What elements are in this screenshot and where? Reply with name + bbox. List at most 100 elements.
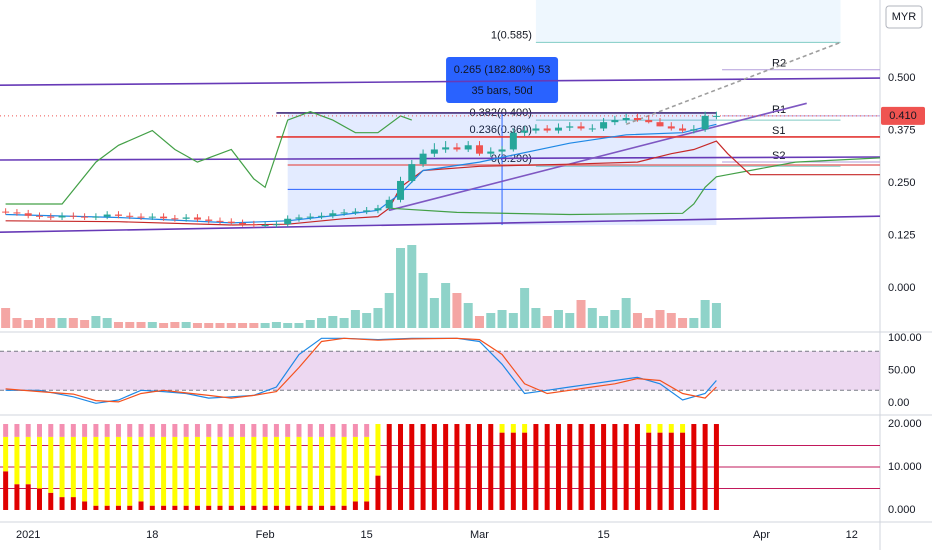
- candle-body: [656, 122, 664, 127]
- stack-segment: [273, 436, 279, 506]
- y-tick-label: 10.000: [888, 461, 922, 473]
- y-tick-label: 0.00: [888, 397, 909, 409]
- volume-bar: [159, 323, 169, 328]
- stack-segment: [307, 436, 313, 506]
- candle-body: [239, 222, 247, 225]
- stack-segment: [240, 436, 246, 506]
- stack-segment: [3, 436, 9, 472]
- volume-bar: [463, 303, 473, 328]
- stack-segment: [589, 424, 595, 510]
- volume-bar: [632, 313, 642, 328]
- stack-segment: [646, 424, 652, 433]
- candle-body: [103, 214, 111, 217]
- stack-segment: [104, 436, 110, 506]
- volume-bar: [576, 300, 586, 328]
- stack-segment: [36, 424, 42, 437]
- stack-segment: [138, 436, 144, 502]
- candle-body: [475, 145, 483, 154]
- y-tick-label: 0.250: [888, 177, 916, 189]
- stack-segment: [70, 497, 76, 510]
- volume-bar: [1, 308, 11, 328]
- currency[interactable]: MYR: [892, 11, 917, 23]
- stack-segment: [127, 424, 133, 437]
- stack-segment: [398, 424, 404, 510]
- stack-segment: [296, 424, 302, 437]
- stack-segment: [172, 505, 178, 510]
- stack-segment: [161, 424, 167, 437]
- candle-body: [58, 215, 66, 218]
- stack-segment: [206, 505, 212, 510]
- pivot-label: S1: [772, 125, 785, 137]
- volume-bar: [226, 323, 236, 328]
- last-price-box: [881, 106, 925, 125]
- candle-body: [329, 213, 337, 216]
- volume-bar: [147, 322, 157, 328]
- candle-body: [351, 211, 359, 213]
- stack-segment: [194, 424, 200, 437]
- x-tick-label: 15: [597, 529, 609, 541]
- stack-segment: [522, 432, 528, 510]
- candle-body: [464, 145, 472, 150]
- y-tick-label: 0.375: [888, 124, 916, 136]
- stack-segment: [307, 424, 313, 437]
- volume-bar: [531, 308, 541, 328]
- y-tick-label: 100.00: [888, 332, 922, 344]
- stack-segment: [25, 484, 31, 510]
- stack-segment: [251, 424, 257, 437]
- indicator-pane: [0, 424, 880, 510]
- stack-segment: [668, 424, 674, 433]
- pivot-label: S2: [772, 150, 785, 162]
- candle-body: [430, 149, 438, 154]
- candle-body: [453, 147, 461, 150]
- candle-body: [566, 126, 574, 128]
- volume-bar: [192, 323, 202, 328]
- stack-segment: [228, 505, 234, 510]
- stack-segment: [364, 501, 370, 510]
- stack-segment: [657, 432, 663, 510]
- stack-segment: [48, 424, 54, 437]
- volume-bar: [384, 293, 394, 328]
- stack-segment: [217, 424, 223, 437]
- candle-body: [690, 129, 698, 131]
- stack-segment: [555, 424, 561, 510]
- volume-bar: [711, 303, 721, 328]
- stack-segment: [443, 424, 449, 510]
- candle-body: [306, 216, 314, 218]
- candle-body: [227, 221, 235, 223]
- volume-bar: [542, 316, 552, 328]
- y-tick-label: 0.500: [888, 72, 916, 84]
- volume-pane: [1, 245, 721, 328]
- stack-segment: [59, 497, 65, 510]
- stack-segment: [702, 424, 708, 510]
- candle-body: [408, 164, 416, 181]
- volume-bar: [396, 248, 406, 328]
- stack-segment: [273, 505, 279, 510]
- candle-body: [622, 117, 630, 121]
- stack-segment: [240, 505, 246, 510]
- volume-bar: [553, 310, 563, 328]
- candle-body: [182, 217, 190, 219]
- candle-body: [160, 216, 168, 219]
- stack-segment: [172, 424, 178, 437]
- candle-body: [577, 126, 585, 129]
- candle-body: [69, 215, 77, 217]
- candle-body: [363, 210, 371, 212]
- measure-label-box: [446, 57, 559, 103]
- volume-bar: [474, 316, 484, 328]
- volume-bar: [283, 323, 293, 328]
- currency-box[interactable]: [885, 5, 923, 29]
- volume-bar: [565, 313, 575, 328]
- volume-bar: [249, 323, 259, 328]
- candle-body: [114, 214, 122, 216]
- volume-bar: [666, 313, 676, 328]
- stack-segment: [352, 501, 358, 510]
- volume-bar: [610, 310, 620, 328]
- volume-bar: [452, 293, 462, 328]
- stack-segment: [194, 505, 200, 510]
- candle-body: [667, 126, 675, 129]
- stack-segment: [206, 436, 212, 506]
- volume-bar: [587, 308, 597, 328]
- volume-bar: [508, 313, 518, 328]
- stack-segment: [161, 505, 167, 510]
